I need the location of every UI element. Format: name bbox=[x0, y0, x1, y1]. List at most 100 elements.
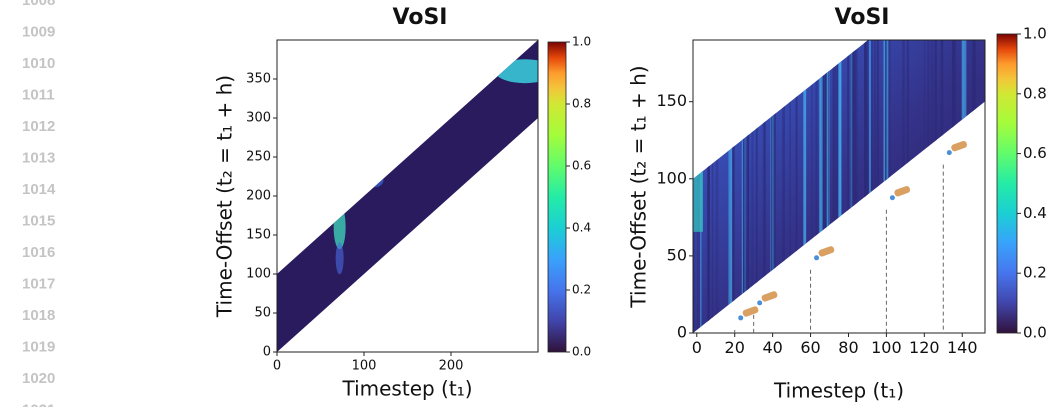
heat-streak bbox=[952, 40, 955, 333]
heat-streak bbox=[832, 40, 835, 333]
colorbar-tick-label: 0.4 bbox=[572, 221, 591, 235]
colorbar-tick-label: 1.0 bbox=[572, 35, 591, 49]
heat-streak bbox=[811, 40, 813, 333]
x-tick-label: 80 bbox=[838, 338, 858, 357]
line-number: 1019 bbox=[22, 338, 55, 355]
line-number: 1013 bbox=[22, 149, 55, 166]
heat-streak bbox=[732, 40, 735, 333]
y-tick-label: 0 bbox=[263, 345, 271, 360]
heat-spot bbox=[494, 59, 538, 84]
y-tick-label: 300 bbox=[246, 111, 271, 126]
heat-streak bbox=[902, 40, 905, 333]
line-number: 1020 bbox=[22, 370, 55, 387]
heat-streak bbox=[815, 40, 818, 333]
robot-icon bbox=[742, 306, 759, 317]
line-number: 1015 bbox=[22, 212, 55, 229]
axes-frame bbox=[692, 39, 986, 334]
heat-streak bbox=[849, 40, 852, 333]
colorbar-tick-label: 0.2 bbox=[572, 283, 591, 297]
heat-streak bbox=[782, 40, 785, 333]
heat-streak bbox=[744, 40, 746, 333]
heat-streak bbox=[826, 40, 830, 333]
heat-streak bbox=[852, 40, 856, 333]
heat-streak bbox=[715, 40, 719, 333]
line-number: 1012 bbox=[22, 118, 55, 135]
heat-streak bbox=[847, 40, 850, 333]
heat-streak bbox=[834, 40, 837, 333]
y-tick-label: 350 bbox=[246, 72, 271, 87]
heat-streak bbox=[824, 40, 828, 333]
y-tick-label: 100 bbox=[246, 267, 271, 282]
x-tick-label: 140 bbox=[947, 338, 978, 357]
heat-streak bbox=[751, 40, 754, 333]
heat-streak bbox=[866, 40, 869, 333]
heat-streak bbox=[773, 40, 776, 333]
heat-streak bbox=[770, 40, 774, 333]
y-axis-label: Time-Offset (t₂ = t₁ + h) bbox=[213, 75, 237, 318]
heat-streak bbox=[961, 40, 964, 333]
heatmap-band bbox=[277, 40, 538, 352]
heat-streak bbox=[873, 40, 876, 333]
line-number: 1014 bbox=[22, 181, 56, 198]
robot-icon bbox=[761, 291, 778, 302]
robot-joint bbox=[889, 195, 895, 201]
x-tick-label: 100 bbox=[871, 338, 902, 357]
colorbar-tick-label: 0.8 bbox=[1023, 84, 1046, 102]
heat-streak bbox=[826, 40, 829, 333]
colorbar-tick-label: 0.0 bbox=[1023, 324, 1046, 342]
heat-streak bbox=[864, 40, 867, 333]
heat-spot bbox=[693, 171, 703, 232]
y-tick-label: 200 bbox=[246, 189, 271, 204]
y-tick-label: 150 bbox=[656, 91, 687, 110]
x-axis-label: Timestep (t₁) bbox=[341, 377, 472, 401]
x-tick-label: 200 bbox=[439, 358, 464, 373]
heat-streak bbox=[934, 40, 937, 333]
heat-streak bbox=[707, 40, 710, 333]
robot-joint bbox=[738, 315, 744, 321]
heat-streak bbox=[741, 40, 743, 333]
line-number: 1021 bbox=[22, 401, 55, 407]
colorbar-tick-label: 0.6 bbox=[572, 159, 591, 173]
heat-streak bbox=[746, 40, 750, 333]
x-tick-label: 20 bbox=[725, 338, 745, 357]
heat-streak bbox=[821, 40, 823, 333]
x-tick-label: 40 bbox=[762, 338, 782, 357]
y-tick-label: 50 bbox=[254, 306, 271, 321]
heat-streak bbox=[770, 40, 772, 333]
heat-streak bbox=[871, 40, 873, 333]
line-number: 1017 bbox=[22, 275, 55, 292]
line-number: 1018 bbox=[22, 307, 55, 324]
heat-streak bbox=[729, 40, 733, 333]
heat-streak bbox=[930, 40, 934, 333]
heat-spot bbox=[363, 173, 384, 188]
heat-streak bbox=[883, 40, 886, 333]
heat-streak bbox=[742, 40, 746, 333]
colorbar-tick-label: 0.4 bbox=[1023, 204, 1046, 222]
heat-streak bbox=[803, 40, 807, 333]
heat-spot bbox=[335, 242, 344, 275]
heat-streak bbox=[771, 40, 775, 333]
x-tick-label: 60 bbox=[800, 338, 820, 357]
y-tick-label: 250 bbox=[246, 150, 271, 165]
heat-streak bbox=[855, 40, 858, 333]
y-tick-label: 100 bbox=[656, 168, 687, 187]
y-axis-label: Time-Offset (t₂ = t₁ + h) bbox=[627, 65, 651, 308]
heat-streak bbox=[762, 40, 766, 333]
robot-joint bbox=[814, 255, 820, 261]
heat-streak bbox=[865, 40, 867, 333]
heat-streak bbox=[963, 40, 967, 333]
line-number: 1010 bbox=[22, 55, 55, 72]
x-tick-label: 0 bbox=[273, 358, 281, 373]
robot-icon bbox=[951, 140, 967, 152]
colorbar-tick-label: 0.6 bbox=[1023, 144, 1046, 162]
chart-title: VoSI bbox=[393, 5, 448, 30]
heat-streak bbox=[839, 40, 842, 333]
robot-joint bbox=[946, 150, 952, 156]
chart-title: VoSI bbox=[835, 5, 890, 30]
heat-streak bbox=[864, 40, 866, 333]
heat-streak bbox=[923, 40, 926, 333]
heat-streak bbox=[789, 40, 791, 333]
heat-streak bbox=[824, 40, 828, 333]
x-tick-label: 120 bbox=[909, 338, 940, 357]
